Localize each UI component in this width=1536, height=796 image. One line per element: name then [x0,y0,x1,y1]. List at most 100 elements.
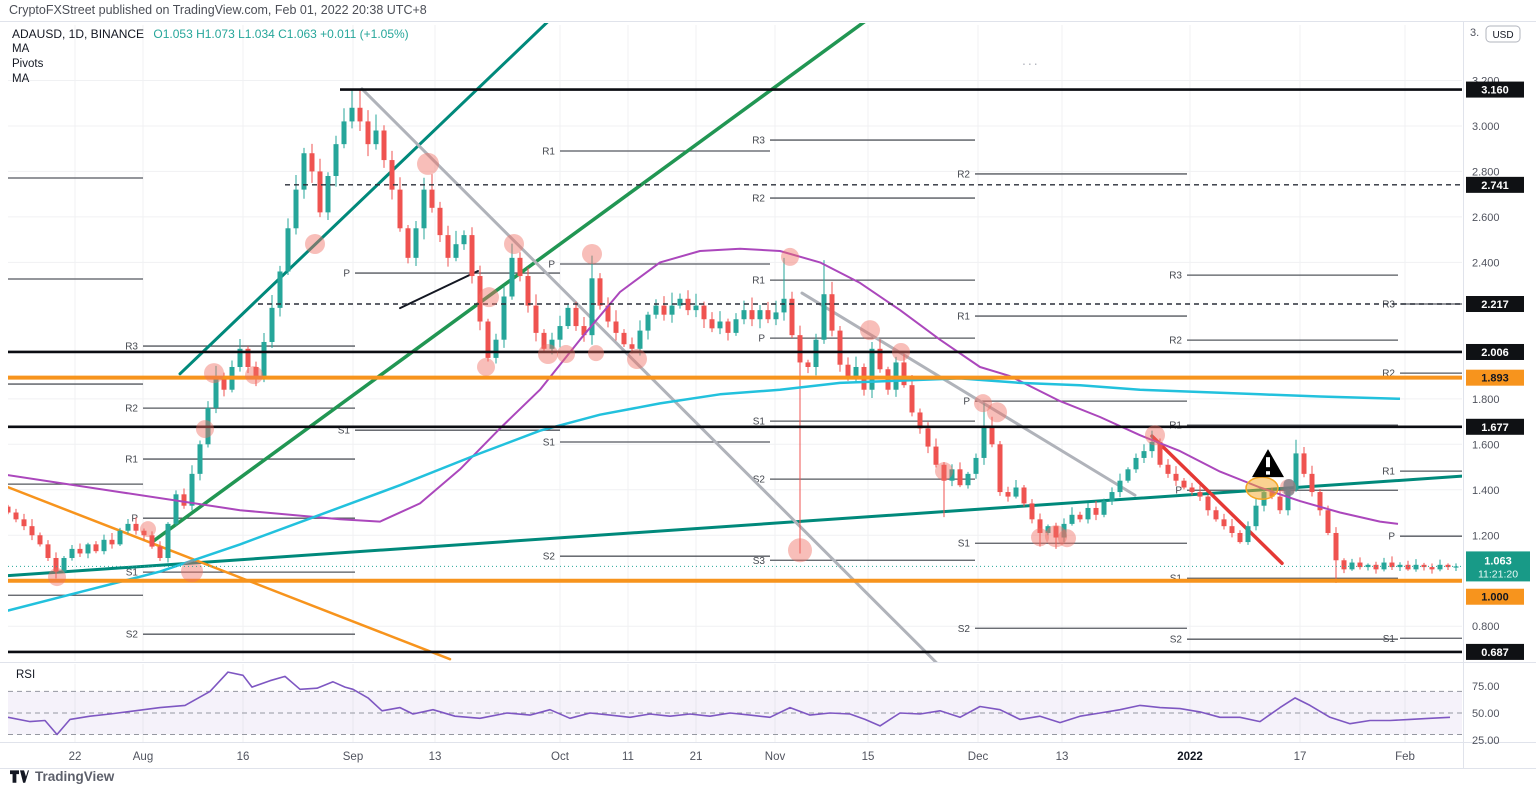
candle[interactable] [1101,498,1107,518]
candle[interactable] [1021,485,1027,507]
candle[interactable] [517,252,523,282]
candle[interactable] [477,265,483,331]
candle[interactable] [301,147,307,199]
candle[interactable] [989,416,995,448]
candle[interactable] [69,545,75,561]
candle[interactable] [1005,486,1011,502]
candle[interactable] [773,300,779,326]
candle[interactable] [645,311,651,340]
candle[interactable] [1141,444,1147,463]
indicator-label-ma1[interactable]: MA [12,43,30,55]
candle[interactable] [317,158,323,218]
candle[interactable] [493,333,499,364]
candle[interactable] [133,517,139,535]
candle[interactable] [621,329,627,348]
candle[interactable] [1221,513,1227,530]
candle[interactable] [757,304,763,329]
candle[interactable] [1061,518,1067,543]
candle[interactable] [453,230,459,262]
candle[interactable] [1309,465,1315,497]
candle[interactable] [1245,521,1251,545]
candle[interactable] [637,320,643,356]
candle[interactable] [333,135,339,187]
candle[interactable] [1205,494,1211,516]
candle[interactable] [485,318,491,362]
candle[interactable] [1301,446,1307,478]
candle[interactable] [1181,478,1187,490]
candle[interactable] [6,504,11,515]
candle[interactable] [701,301,707,329]
candle[interactable] [469,227,475,284]
orange-diagonal[interactable] [0,484,452,661]
candle[interactable] [917,408,923,434]
candle[interactable] [349,89,355,129]
candle[interactable] [1413,559,1419,572]
candle[interactable] [125,519,131,534]
candle[interactable] [725,318,731,341]
candle[interactable] [1317,488,1323,516]
candle[interactable] [909,374,915,417]
candle[interactable] [541,329,547,353]
candle[interactable] [869,342,875,398]
candle[interactable] [1037,513,1043,547]
candle[interactable] [1229,519,1235,538]
candle[interactable] [1045,524,1051,536]
candle[interactable] [1109,487,1115,505]
candle[interactable] [973,453,979,479]
candle[interactable] [1253,498,1259,531]
candle[interactable] [525,267,531,313]
candle[interactable] [325,172,331,220]
candle[interactable] [605,297,611,328]
candle[interactable] [613,310,619,341]
candle[interactable] [1213,506,1219,522]
candle[interactable] [437,201,443,242]
candle[interactable] [397,177,403,232]
candle[interactable] [149,531,155,549]
candle[interactable] [813,333,819,376]
price-chart-canvas[interactable]: R3 R2 R1 P S1 S2 P S1 R1 P S1 S2 R3 R2 R1 P S1 S2 S3 R2 R1 P S… [0,22,1536,769]
candle[interactable] [877,339,883,373]
candle[interactable] [997,441,1003,496]
candle[interactable] [421,177,427,240]
candle[interactable] [957,462,963,488]
candle[interactable] [61,555,67,574]
candle[interactable] [357,89,363,132]
candle[interactable] [341,108,347,149]
candle[interactable] [1125,467,1131,483]
candle[interactable] [781,257,787,321]
candle[interactable] [1013,479,1019,499]
candle[interactable] [413,220,419,266]
rsi-label[interactable]: RSI [16,669,35,681]
candle[interactable] [1405,560,1411,571]
candle[interactable] [749,297,755,327]
candle[interactable] [365,110,371,157]
candle[interactable] [1325,505,1331,536]
candle[interactable] [285,218,291,275]
candle[interactable] [565,304,571,330]
candle[interactable] [1029,499,1035,524]
candle[interactable] [933,438,939,468]
candle[interactable] [901,354,907,388]
candle[interactable] [1333,527,1339,584]
candle[interactable] [461,230,467,250]
candle[interactable] [1453,563,1459,571]
candle[interactable] [677,293,683,309]
candle[interactable] [685,290,691,316]
candle[interactable] [1293,439,1299,492]
candle[interactable] [181,488,187,509]
red-resistance[interactable] [1150,434,1284,565]
candle[interactable] [709,312,715,333]
candle[interactable] [661,296,667,321]
candle[interactable] [1173,466,1179,486]
candle[interactable] [1117,473,1123,498]
candle[interactable] [309,143,315,183]
candle[interactable] [13,508,19,523]
candle[interactable] [1237,530,1243,544]
candle[interactable] [429,174,435,213]
candle[interactable] [653,299,659,319]
candle[interactable] [381,125,387,168]
candle[interactable] [941,462,947,518]
candle[interactable] [101,534,107,555]
candle[interactable] [805,359,811,374]
candle[interactable] [509,243,515,300]
